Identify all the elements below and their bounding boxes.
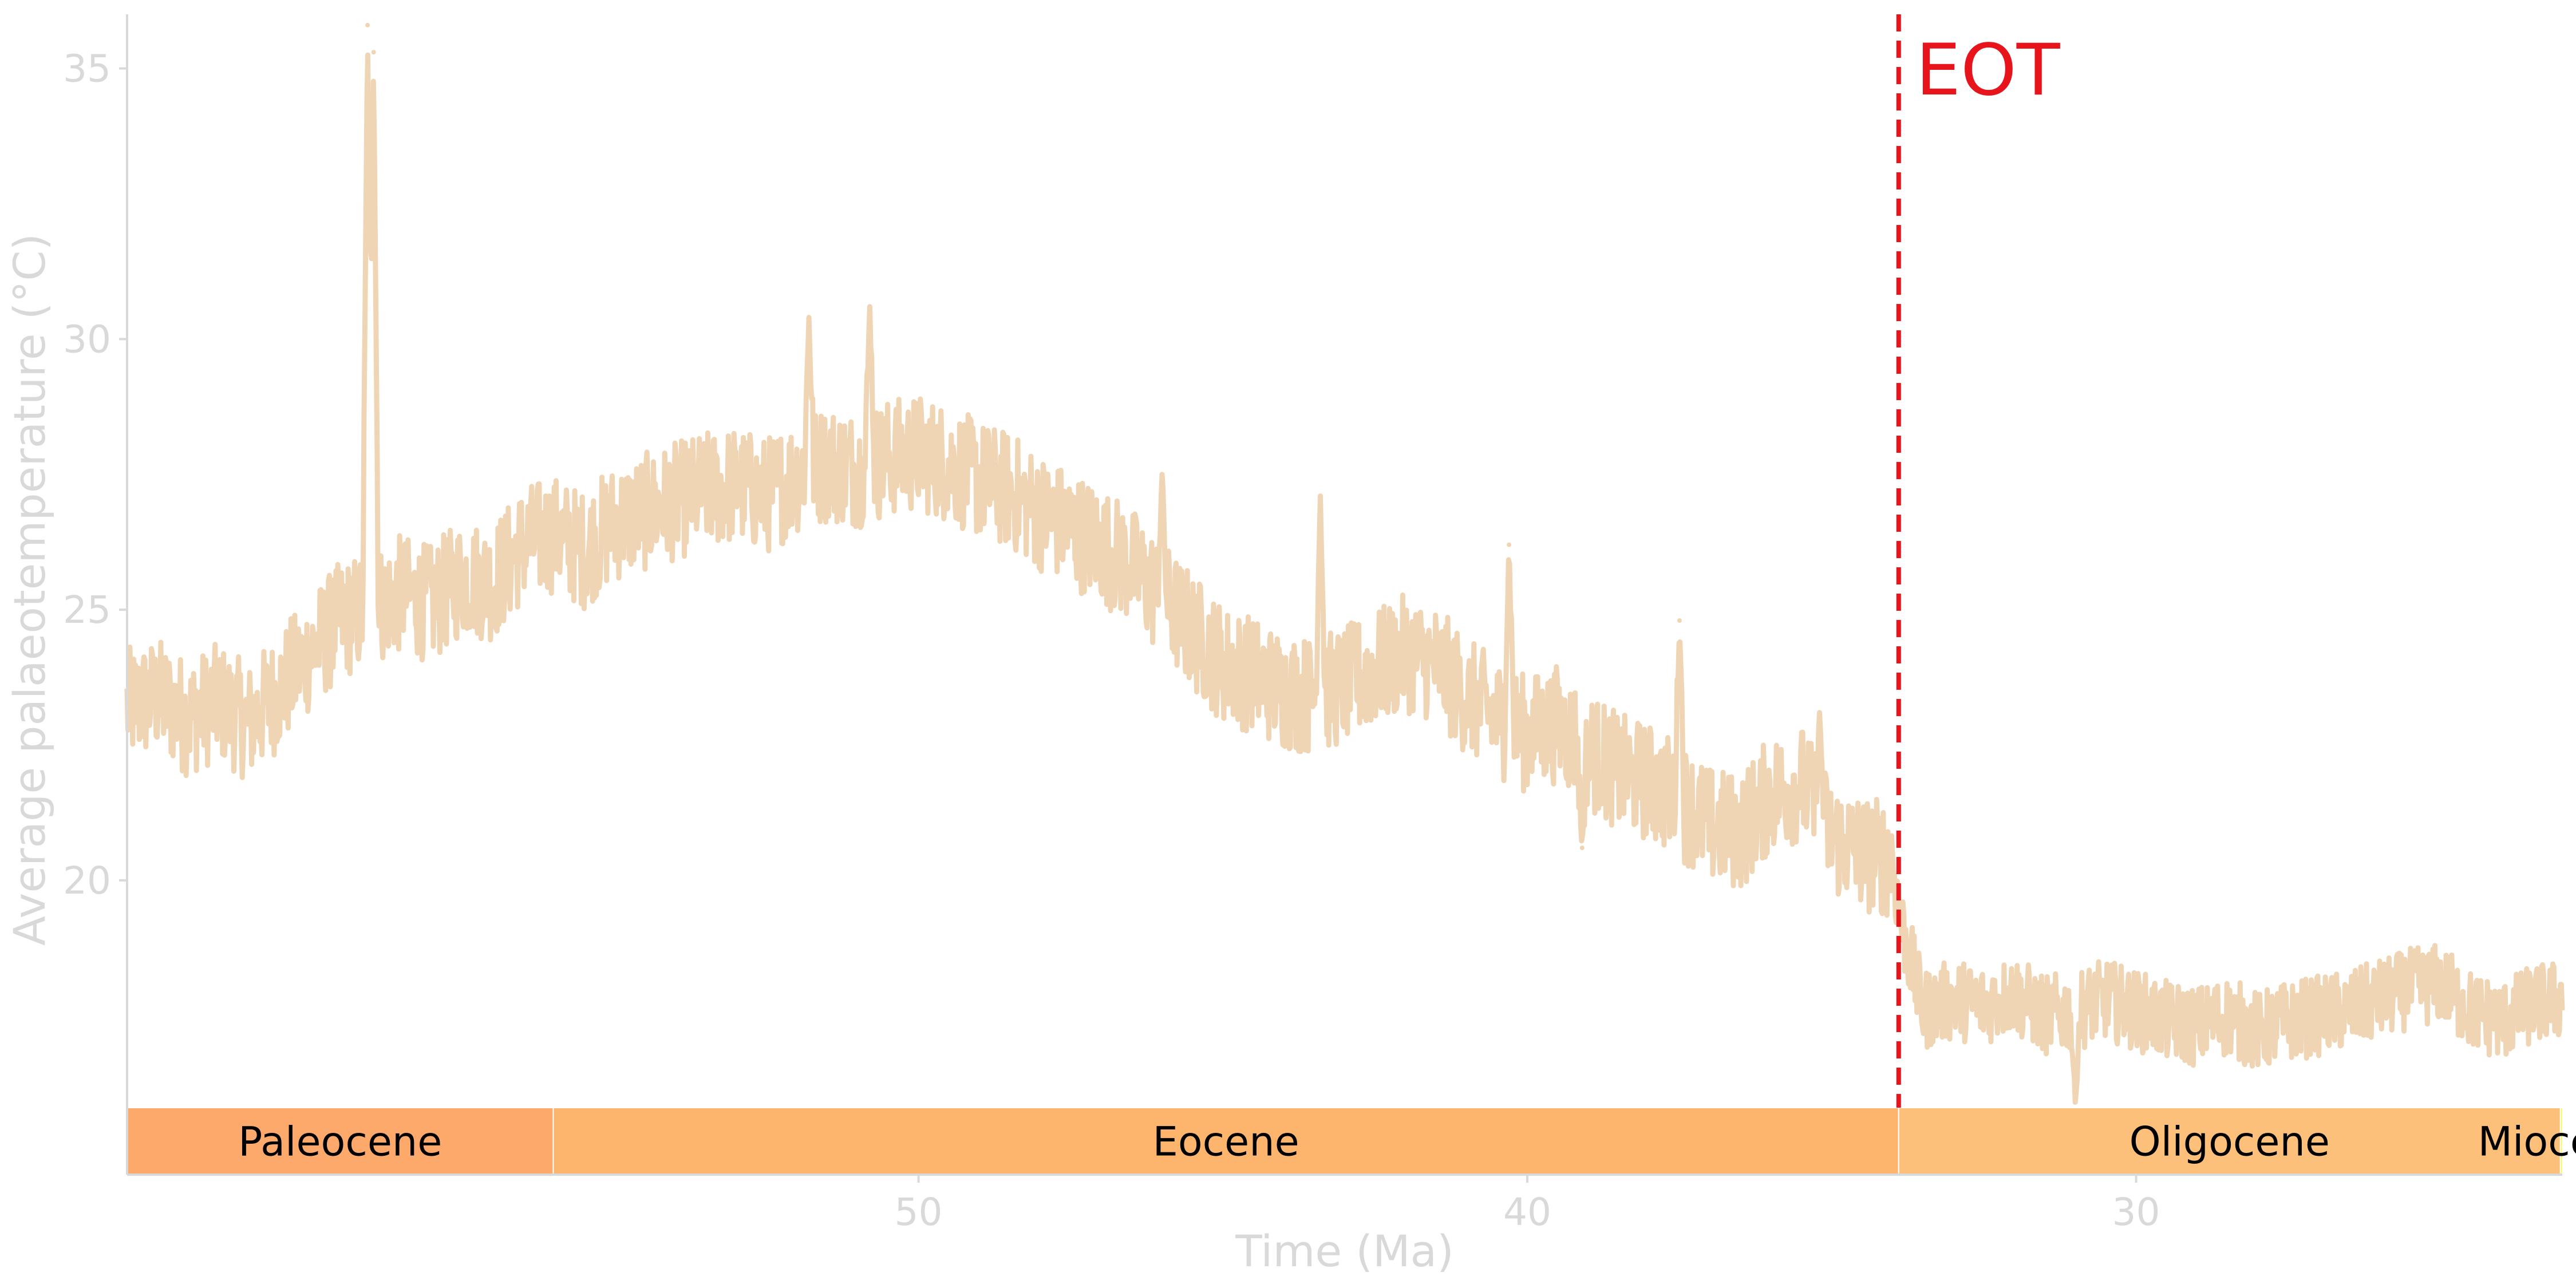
temperature-peak-point <box>1318 493 1323 499</box>
y-tick-label: 30 <box>63 317 111 361</box>
temperature-peak-point <box>371 50 376 55</box>
temperature-peak-point <box>1507 542 1512 547</box>
epoch-band-eocene <box>552 1107 1899 1175</box>
x-axis: 50 40 30 <box>127 1174 2562 1234</box>
temperature-series-line <box>124 52 2565 1105</box>
epoch-label-paleocene: Paleocene <box>238 1119 442 1165</box>
y-axis-title: Average palaeotemperature (°C) <box>4 234 55 946</box>
epoch-label-oligocene: Oligocene <box>2129 1119 2330 1165</box>
temperature-peak-point <box>1677 618 1682 623</box>
x-tick-label: 40 <box>1503 1190 1551 1234</box>
y-axis: 20 25 30 35 <box>63 14 128 1175</box>
y-tick-label: 35 <box>63 47 111 91</box>
temperature-peak-point <box>1579 846 1585 851</box>
temperature-peak-point <box>2073 1100 2078 1105</box>
eot-label: EOT <box>1916 29 2061 112</box>
epoch-label-eocene: Eocene <box>1153 1119 1299 1165</box>
epoch-label-miocene: Miocene <box>2478 1119 2576 1165</box>
temperature-peak-point <box>1159 472 1164 477</box>
temperature-peak-point <box>807 315 812 320</box>
x-tick-label: 30 <box>2112 1190 2160 1234</box>
temperature-peak-point <box>365 22 370 27</box>
y-tick-label: 20 <box>63 859 111 903</box>
epoch-band-oligocene <box>1898 1107 2561 1175</box>
y-tick-label: 25 <box>63 588 111 632</box>
epoch-band-paleocene <box>127 1107 554 1175</box>
x-tick-label: 50 <box>895 1190 943 1234</box>
temperature-peak-point <box>1817 710 1822 715</box>
plot-area: Paleocene Eocene Oligocene Miocene EOT <box>124 14 2576 1175</box>
x-axis-title: Time (Ma) <box>1235 1226 1454 1277</box>
temperature-peak-point <box>867 304 872 309</box>
